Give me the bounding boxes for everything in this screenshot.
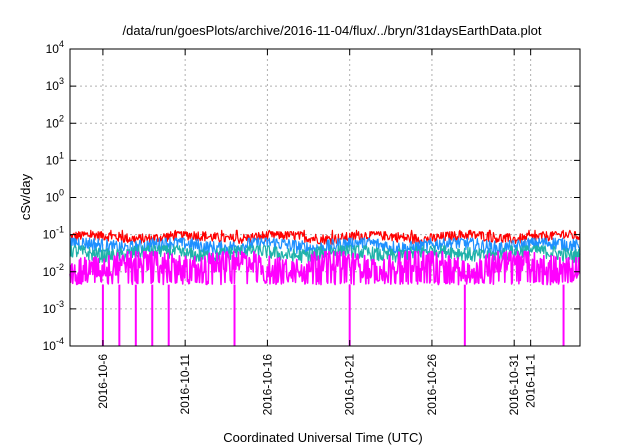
plot-frame — [69, 48, 581, 347]
y-tick-label: 10-1 — [43, 225, 64, 242]
grid — [70, 49, 580, 346]
y-tick-label: 104 — [46, 39, 64, 56]
x-tick-label: 2016-10-21 — [343, 354, 357, 416]
y-tick-label: 101 — [46, 150, 64, 167]
y-ticks: 10-4 10-3 10-2 10-1 100 101 102 103 104 — [43, 39, 580, 353]
series-line — [69, 229, 581, 245]
x-tick-label: 2016-10-11 — [178, 354, 192, 415]
y-tick-label: 103 — [46, 76, 64, 93]
y-tick-label: 10-4 — [43, 336, 64, 353]
series-layer — [69, 229, 581, 346]
y-tick-label: 10-3 — [43, 299, 64, 316]
series-line — [69, 250, 581, 286]
y-tick-label: 10-2 — [43, 262, 64, 279]
x-tick-label: 2016-10-16 — [260, 354, 274, 416]
x-ticks: 2016-10-6 2016-10-11 2016-10-16 2016-10-21 2… — [96, 49, 538, 415]
y-tick-label: 100 — [46, 188, 64, 205]
x-tick-label: 2016-11-1 — [524, 354, 538, 408]
x-axis-label: Coordinated Universal Time (UTC) — [223, 430, 422, 445]
x-tick-label: 2016-10-31 — [507, 354, 521, 416]
chart-title: /data/run/goesPlots/archive/2016-11-04/f… — [123, 23, 542, 38]
x-tick-label: 2016-10-26 — [425, 354, 439, 416]
y-axis-label: cSv/day — [18, 173, 33, 220]
x-tick-label: 2016-10-6 — [96, 354, 110, 409]
y-tick-label: 102 — [46, 113, 64, 130]
